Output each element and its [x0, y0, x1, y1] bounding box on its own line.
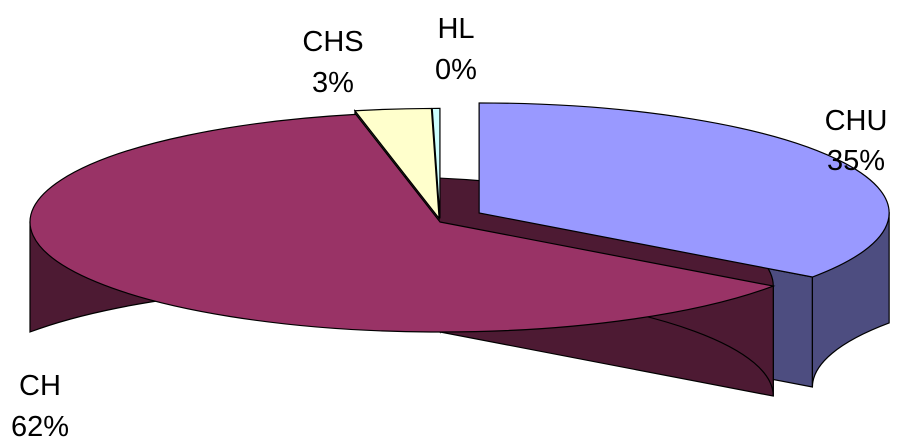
label-percent-ch: 62%: [11, 411, 69, 442]
label-name-hl: HL: [437, 13, 474, 45]
label-name-chu: CHU: [825, 105, 888, 137]
pie-tops: [29, 102, 890, 333]
pie-slice-chu: [478, 102, 890, 278]
label-name-ch: CH: [19, 370, 61, 402]
pie-slice-chs: [353, 107, 440, 221]
label-name-chs: CHS: [302, 26, 363, 58]
label-percent-chu: 35%: [827, 145, 885, 177]
pie-labels: CHU 35% CH 62% CHS 3% HL 0%: [11, 13, 887, 442]
label-percent-hl: 0%: [435, 54, 477, 86]
pie-slice-hl: [431, 107, 441, 219]
pie-slice-ch: [29, 113, 776, 333]
label-percent-chs: 3%: [312, 67, 354, 99]
